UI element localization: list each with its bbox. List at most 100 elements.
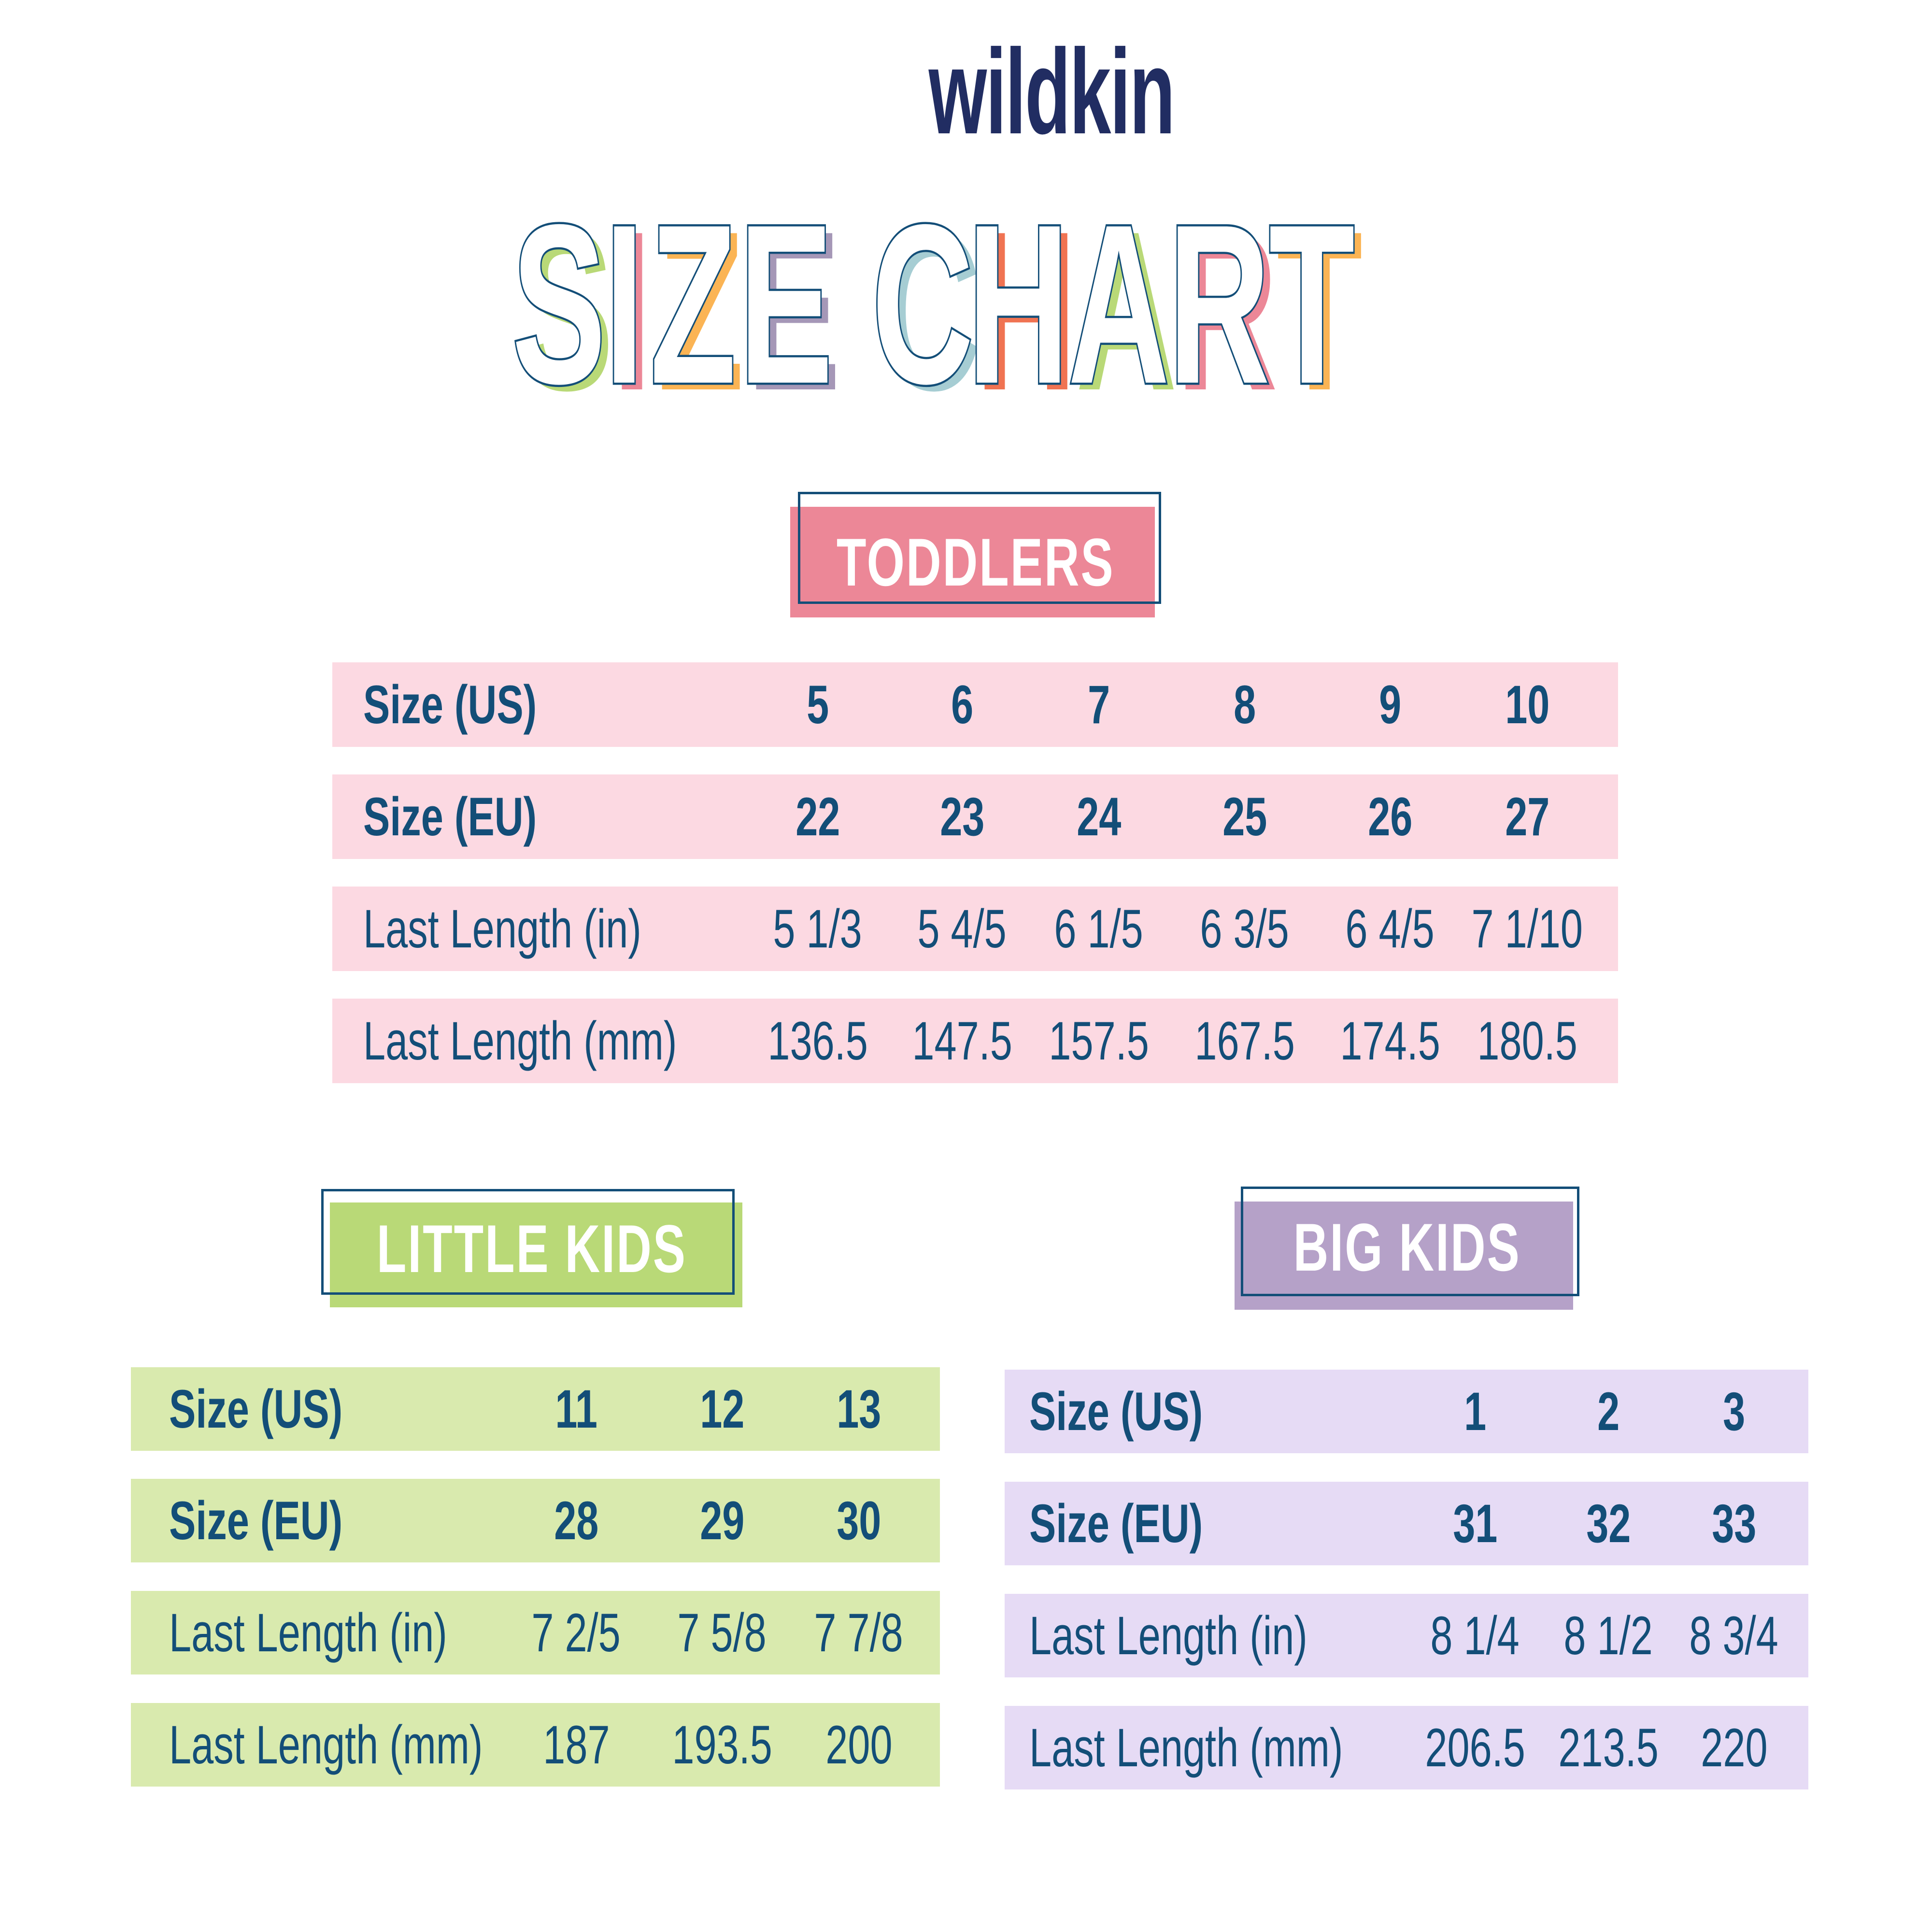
title-letter-outline: T [1267, 177, 1356, 431]
cell-value: 8 [1233, 674, 1256, 735]
table-row: Size (US) 11 12 13 [131, 1367, 940, 1451]
cell-value: 200 [825, 1715, 893, 1775]
cell-value: 26 [1367, 787, 1413, 847]
cell-value: 193.5 [672, 1715, 772, 1775]
cell-value: 11 [555, 1379, 597, 1439]
cell-value: 180.5 [1477, 1011, 1577, 1071]
row-label-text: Last Length (in) [363, 899, 641, 959]
little-kids-label-outline [321, 1189, 735, 1295]
logo-text: wildkin [928, 24, 1175, 159]
cell-value: 187 [542, 1715, 610, 1775]
cell-value: 9 [1378, 674, 1402, 735]
title-letter-outline: S [511, 177, 607, 431]
cell-value: 174.5 [1340, 1011, 1440, 1071]
row-label: Last Length (mm) [169, 1703, 593, 1787]
row-label-text: Size (EU) [363, 787, 537, 847]
little-kids-label-text: LITTLE KIDS [376, 1210, 687, 1287]
cell-value: 31 [1452, 1493, 1498, 1554]
cell-value: 6 [951, 674, 974, 735]
little-kids-label: LITTLE KIDS [321, 1196, 742, 1302]
table-row: Size (EU) 28 29 30 [131, 1479, 940, 1562]
row-label-text: Size (US) [1029, 1381, 1203, 1442]
cell-value: 12 [699, 1379, 745, 1439]
cell-value: 213.5 [1558, 1717, 1659, 1778]
title-letter-outline: A [1066, 177, 1171, 431]
table-row: Last Length (in) 5 1/3 5 4/5 6 1/5 6 3/5 6 4/… [332, 887, 1618, 971]
cell-value: 2 [1597, 1381, 1620, 1442]
row-label-text: Last Length (mm) [363, 1011, 677, 1071]
title-letter-outline: E [738, 177, 834, 431]
cell-value: 33 [1711, 1493, 1757, 1554]
cell-value: 23 [939, 787, 985, 847]
title-letter-fill: S [520, 184, 614, 438]
row-label: Last Length (in) [363, 887, 739, 971]
cell-value: 157.5 [1049, 1011, 1149, 1071]
row-label: Size (EU) [1029, 1482, 1264, 1565]
row-label-text: Last Length (mm) [169, 1715, 483, 1775]
table-row: Last Length (in) 8 1/4 8 1/2 8 3/4 [1005, 1594, 1808, 1677]
little-kids-label-background [330, 1202, 742, 1307]
table-row: Size (US) 1 2 3 [1005, 1370, 1808, 1453]
cell-value: 32 [1586, 1493, 1631, 1554]
title-letter-outline: C [870, 177, 975, 431]
row-label-text: Size (EU) [169, 1490, 343, 1551]
cell-value: 167.5 [1194, 1011, 1295, 1071]
cell-value: 6 3/5 [1200, 899, 1290, 959]
row-label-text: Size (US) [363, 674, 537, 735]
cell-value: 147.5 [912, 1011, 1012, 1071]
cell-value: 7 2/5 [531, 1603, 621, 1663]
row-label: Size (EU) [169, 1479, 403, 1562]
cell-value: 3 [1722, 1381, 1746, 1442]
cell-value: 10 [1505, 674, 1550, 735]
cell-value: 1 [1463, 1381, 1487, 1442]
table-row: Size (EU) 22 23 24 25 26 27 [332, 774, 1618, 859]
toddlers-label-text: TODDLERS [837, 524, 1115, 600]
cell-value: 136.5 [767, 1011, 868, 1071]
row-label: Last Length (mm) [363, 999, 787, 1083]
table-row: Last Length (mm) 206.5 213.5 220 [1005, 1706, 1808, 1789]
cell-value: 28 [554, 1490, 599, 1551]
title-letter-fill: Z [658, 184, 744, 438]
title-letter-fill: H [975, 184, 1077, 438]
row-label: Size (EU) [363, 774, 597, 859]
row-label: Size (US) [363, 662, 597, 747]
big-kids-label-text: BIG KIDS [1293, 1209, 1521, 1285]
row-label: Last Length (in) [169, 1591, 545, 1674]
title-letter-fill: I [612, 184, 652, 438]
cell-value: 8 1/4 [1430, 1605, 1520, 1666]
title-letter-fill: R [1176, 184, 1278, 438]
cell-value: 220 [1700, 1717, 1768, 1778]
title-letter-fill: E [747, 184, 841, 438]
table-row: Last Length (mm) 187 193.5 200 [131, 1703, 940, 1787]
toddlers-label-outline [798, 492, 1161, 604]
cell-value: 7 [1087, 674, 1110, 735]
title-letter-outline: H [966, 177, 1070, 431]
cell-value: 7 5/8 [677, 1603, 767, 1663]
wildkin-logo: wildkin [853, 31, 1175, 152]
toddlers-label: TODDLERS [790, 507, 1161, 617]
row-label: Size (US) [1029, 1370, 1264, 1453]
cell-value: 7 7/8 [814, 1603, 904, 1663]
table-row: Size (EU) 31 32 33 [1005, 1482, 1808, 1565]
row-label: Size (US) [169, 1367, 403, 1451]
big-kids-label-background [1235, 1202, 1573, 1310]
table-row: Size (US) 5 6 7 8 9 10 [332, 662, 1618, 747]
title-letter-outline: R [1167, 177, 1271, 431]
cell-value: 5 4/5 [917, 899, 1007, 959]
cell-value: 25 [1222, 787, 1267, 847]
title-letter-outline: I [603, 177, 645, 431]
big-kids-label: BIG KIDS [1235, 1193, 1579, 1302]
row-label-text: Size (US) [169, 1379, 343, 1439]
row-label: Last Length (mm) [1029, 1706, 1453, 1789]
row-label-text: Last Length (in) [1029, 1605, 1307, 1666]
cell-value: 206.5 [1425, 1717, 1525, 1778]
row-label-text: Last Length (mm) [1029, 1717, 1343, 1778]
